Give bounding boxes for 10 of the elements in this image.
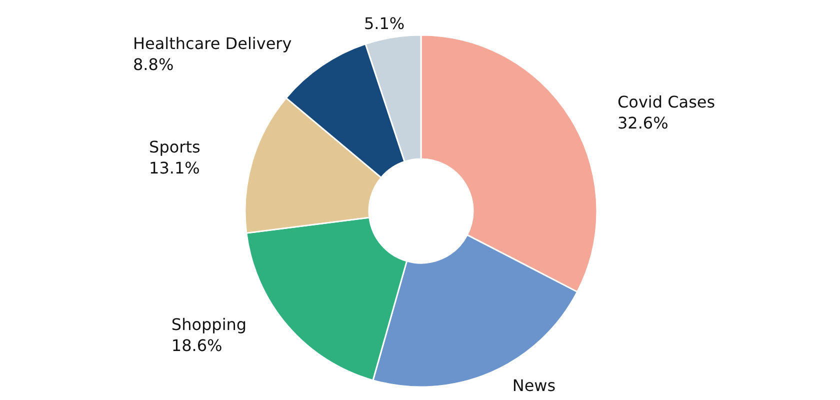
slice-label: Shopping <box>171 314 247 334</box>
data-label: 32.6% <box>617 113 668 132</box>
slice-label: Sports <box>149 138 200 157</box>
slice-label: News <box>512 376 556 395</box>
data-label: 8.8% <box>133 54 174 74</box>
data-label: 13.1% <box>149 158 200 178</box>
data-label: 5.1% <box>364 14 405 34</box>
slice-label: Healthcare Delivery <box>133 34 292 53</box>
slice-label: Covid Cases <box>617 92 716 112</box>
data-label: 18.6% <box>171 336 222 355</box>
